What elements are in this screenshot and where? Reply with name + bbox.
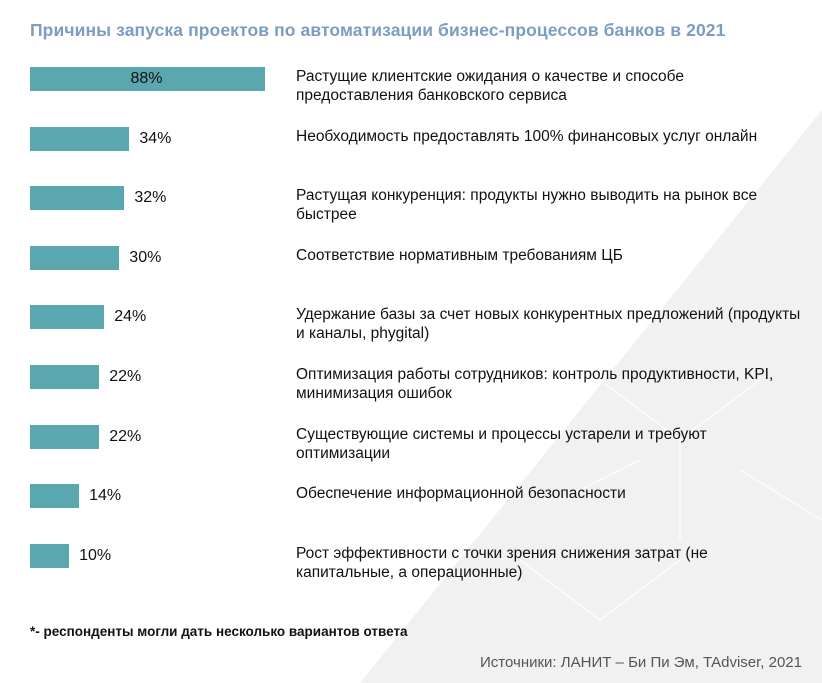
bar [30, 67, 265, 91]
bar [30, 305, 105, 330]
category-label: Существующие системы и процессы устарели… [296, 425, 707, 462]
data-label: 88% [130, 70, 163, 87]
category-label: Растущая конкуренция: продукты нужно выв… [296, 187, 758, 224]
data-label: 22% [109, 427, 142, 445]
data-label: 32% [134, 189, 167, 207]
category-label: Оптимизация работы сотрудников: контроль… [296, 366, 774, 402]
footnote: *- респонденты могли дать несколько вари… [30, 624, 408, 639]
data-label: 14% [89, 487, 122, 505]
category-label: Удержание базы за счет новых конкурентны… [296, 306, 801, 343]
bar [30, 365, 100, 389]
category-label: Рост эффективности с точки зрения снижен… [296, 544, 708, 581]
category-label: Обеспечение информационной безопасности [296, 485, 626, 503]
bar [30, 186, 125, 211]
data-label: 30% [129, 248, 162, 266]
bar [30, 543, 70, 568]
category-label: Необходимость предоставлять 100% финансо… [296, 127, 758, 145]
source-text: Источники: ЛАНИТ – Би Пи Эм, TAdviser, 2… [480, 654, 802, 671]
data-label: 34% [139, 129, 172, 147]
bar [30, 126, 130, 151]
data-label: 24% [114, 308, 147, 326]
data-label: 22% [109, 368, 142, 385]
category-label: Соответствие нормативным требованиям ЦБ [296, 246, 623, 264]
category-label: Растущие клиентские ожидания о качестве … [296, 68, 684, 104]
bar [30, 424, 100, 449]
data-label: 10% [79, 546, 112, 564]
bar [30, 245, 120, 270]
chart-title: Причины запуска проектов по автоматизаци… [30, 20, 726, 40]
bar [30, 484, 80, 509]
